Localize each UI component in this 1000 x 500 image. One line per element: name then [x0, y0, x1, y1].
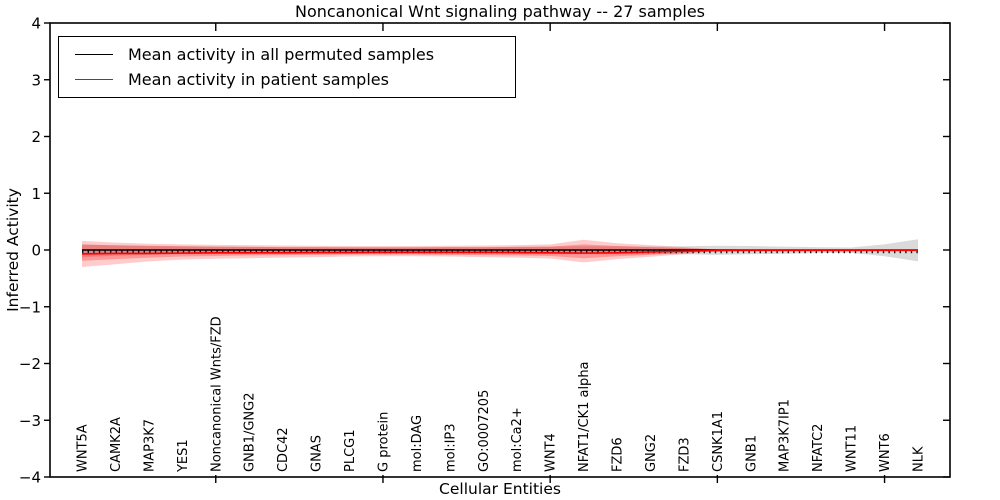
- patient-samples-range-outer-band: [82, 239, 718, 268]
- x-tick-label: GNG2: [644, 434, 659, 472]
- x-tick-label: mol:IP3: [443, 423, 458, 472]
- x-tick-label: CSNK1A1: [711, 411, 726, 472]
- x-axis-label: Cellular Entities: [439, 480, 561, 498]
- legend-label-permuted: Mean activity in all permuted samples: [128, 45, 435, 65]
- x-tick-label: G protein: [376, 412, 391, 472]
- x-tick-label: CAMK2A: [109, 417, 124, 472]
- x-tick-label: CDC42: [276, 427, 291, 472]
- x-tick-label: FZD3: [677, 437, 692, 472]
- x-tick-label: NFATC2: [811, 424, 826, 472]
- legend: Mean activity in all permuted samples Me…: [58, 36, 516, 98]
- legend-label-patient: Mean activity in patient samples: [128, 69, 389, 89]
- x-tick-label: YES1: [176, 439, 191, 473]
- y-tick-label: 3: [31, 71, 41, 89]
- y-axis-label: Inferred Activity: [4, 188, 22, 312]
- legend-entry-permuted: Mean activity in all permuted samples: [75, 45, 509, 64]
- y-tick-label: −2: [19, 355, 41, 373]
- x-tick-label: MAP3K7IP1: [778, 399, 793, 472]
- patient-mean-line: [81, 249, 918, 255]
- y-tick-label: −1: [19, 298, 41, 316]
- x-tick-label: GO:0007205: [477, 390, 492, 472]
- y-tick-label: 1: [31, 185, 41, 203]
- y-tick-label: 0: [31, 242, 41, 260]
- x-tick-label: Noncanonical Wnts/FZD: [209, 316, 224, 472]
- x-tick-label: GNAS: [310, 435, 325, 472]
- x-tick-label: WNT6: [878, 433, 893, 472]
- x-tick-label: GNB1/GNG2: [243, 392, 258, 472]
- legend-entry-patient: Mean activity in patient samples: [75, 70, 509, 89]
- chart-title: Noncanonical Wnt signaling pathway -- 27…: [294, 2, 706, 21]
- y-tick-label: −3: [19, 412, 41, 430]
- x-tick-label: WNT5A: [76, 424, 91, 472]
- x-tick-label: FZD6: [611, 437, 626, 472]
- permuted-line-sample-icon: [75, 54, 113, 56]
- x-tick-label: mol:Ca2+: [510, 407, 525, 472]
- x-tick-label: MAP3K7: [142, 419, 157, 472]
- y-tick-label: −4: [19, 469, 41, 487]
- x-tick-label: NLK: [912, 446, 927, 472]
- y-tick-label: 4: [31, 15, 41, 33]
- y-tick-label: 2: [31, 128, 41, 146]
- x-tick-label: GNB1: [744, 435, 759, 472]
- x-tick-label: WNT11: [845, 425, 860, 472]
- patient-line-sample-icon: [75, 78, 113, 80]
- x-tick-label: WNT4: [544, 433, 559, 472]
- x-tick-label: PLCG1: [343, 429, 358, 472]
- x-tick-label: mol:DAG: [410, 415, 425, 472]
- x-tick-label: NFAT1/CK1 alpha: [577, 361, 592, 472]
